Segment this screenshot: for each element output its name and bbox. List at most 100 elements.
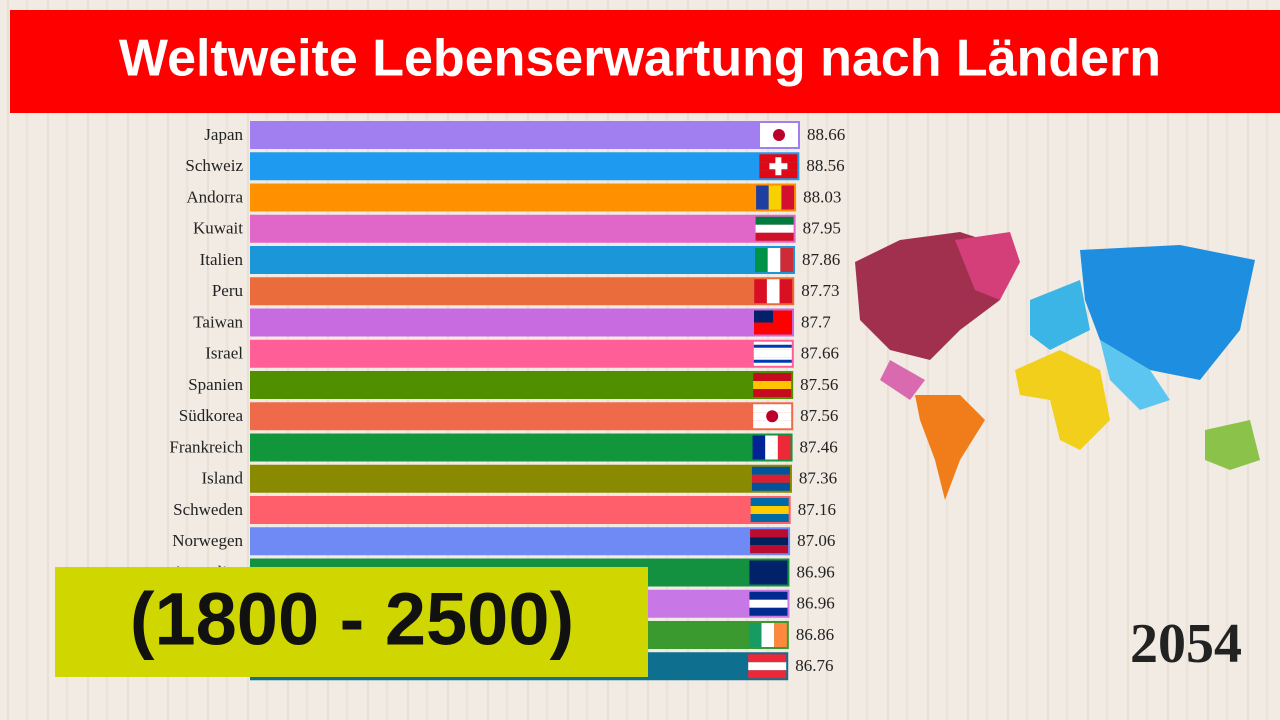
bar xyxy=(250,496,791,524)
bar xyxy=(250,246,796,274)
value-label: 87.66 xyxy=(801,344,839,363)
flag-stripe xyxy=(751,482,790,491)
value-label: 87.73 xyxy=(801,281,839,300)
flag xyxy=(760,123,798,147)
flag xyxy=(750,529,789,554)
bar xyxy=(250,527,791,556)
bar xyxy=(250,433,793,462)
flag-stripe xyxy=(761,623,775,647)
category-label: Frankreich xyxy=(169,437,243,456)
flag-emblem xyxy=(754,310,774,323)
flag xyxy=(754,310,793,335)
flag-stripe xyxy=(750,537,789,546)
flag xyxy=(749,591,788,616)
flag xyxy=(753,404,792,429)
value-label: 87.16 xyxy=(798,500,836,519)
flag-stripe xyxy=(753,420,792,429)
category-label: Andorra xyxy=(186,187,243,206)
flag-stripe xyxy=(754,279,767,304)
flag-stripe xyxy=(753,381,792,389)
bar xyxy=(250,464,792,493)
bar xyxy=(250,308,795,337)
flag-stripe xyxy=(749,576,788,585)
flag-emblem xyxy=(773,129,785,141)
bar xyxy=(250,214,796,243)
flag-stripe xyxy=(748,662,787,671)
flag xyxy=(754,279,793,304)
flag-stripe xyxy=(751,466,790,475)
flag xyxy=(750,498,789,522)
flag-stripe xyxy=(753,349,792,358)
flag xyxy=(755,248,794,272)
flag-stripe xyxy=(766,279,780,304)
flag-stripe xyxy=(753,389,792,397)
bar xyxy=(250,402,794,431)
flag-emblem xyxy=(753,344,792,348)
category-label: Japan xyxy=(204,125,243,144)
flag-stripe xyxy=(755,224,794,233)
value-label: 87.56 xyxy=(800,406,838,425)
flag-stripe xyxy=(780,248,794,272)
category-label: Südkorea xyxy=(179,406,244,425)
value-label: 88.03 xyxy=(803,187,841,206)
flag-stripe xyxy=(779,279,793,304)
flag xyxy=(751,466,790,491)
value-label: 87.36 xyxy=(799,469,837,488)
value-label: 87.06 xyxy=(797,531,835,550)
year-label: 2054 xyxy=(1130,613,1242,675)
category-label: Spanien xyxy=(188,375,243,394)
flag-stripe xyxy=(755,232,794,241)
flag-stripe xyxy=(768,185,782,210)
value-label: 87.56 xyxy=(800,375,838,394)
flag-stripe xyxy=(748,670,787,679)
flag-stripe xyxy=(754,326,793,335)
category-label: Israel xyxy=(205,344,243,363)
category-label: Kuwait xyxy=(193,219,243,238)
flag-stripe xyxy=(760,139,798,147)
flag-stripe xyxy=(750,498,789,506)
value-label: 88.56 xyxy=(806,156,844,175)
flag-stripe xyxy=(755,216,794,225)
flag-stripe xyxy=(752,435,766,460)
flag-stripe xyxy=(750,529,789,538)
value-label: 87.86 xyxy=(802,250,840,269)
value-label: 87.46 xyxy=(800,437,838,456)
flag-stripe xyxy=(750,514,789,522)
flag-emblem xyxy=(749,560,769,573)
category-label: Island xyxy=(201,469,243,488)
chart-title: Weltweite Lebenserwartung nach Ländern xyxy=(119,30,1161,88)
world-map xyxy=(855,232,1260,500)
flag-emblem xyxy=(775,157,782,176)
flag-stripe xyxy=(767,248,781,272)
range-box xyxy=(55,567,648,677)
flag xyxy=(753,373,792,397)
flag-stripe xyxy=(749,599,788,608)
category-label: Taiwan xyxy=(193,312,243,331)
value-label: 87.7 xyxy=(801,312,831,331)
flag-stripe xyxy=(748,623,762,647)
value-label: 86.96 xyxy=(796,594,834,613)
flag xyxy=(759,154,798,179)
bar xyxy=(250,371,794,399)
flag xyxy=(756,185,795,210)
flag-stripe xyxy=(750,545,789,554)
flag xyxy=(752,435,791,460)
bar xyxy=(250,152,800,181)
flag-stripe xyxy=(751,474,790,483)
flag-stripe xyxy=(760,123,798,131)
flag-stripe xyxy=(748,654,787,663)
flag xyxy=(749,560,788,585)
flag-stripe xyxy=(756,185,769,210)
flag xyxy=(748,623,787,647)
flag-stripe xyxy=(753,373,792,381)
flag-stripe xyxy=(765,435,778,460)
flag-stripe xyxy=(750,506,789,514)
value-label: 88.66 xyxy=(807,125,845,144)
flag xyxy=(753,341,792,366)
flag-stripe xyxy=(749,591,788,600)
flag xyxy=(755,216,794,241)
flag-emblem xyxy=(766,410,779,423)
title-band xyxy=(10,10,1280,113)
